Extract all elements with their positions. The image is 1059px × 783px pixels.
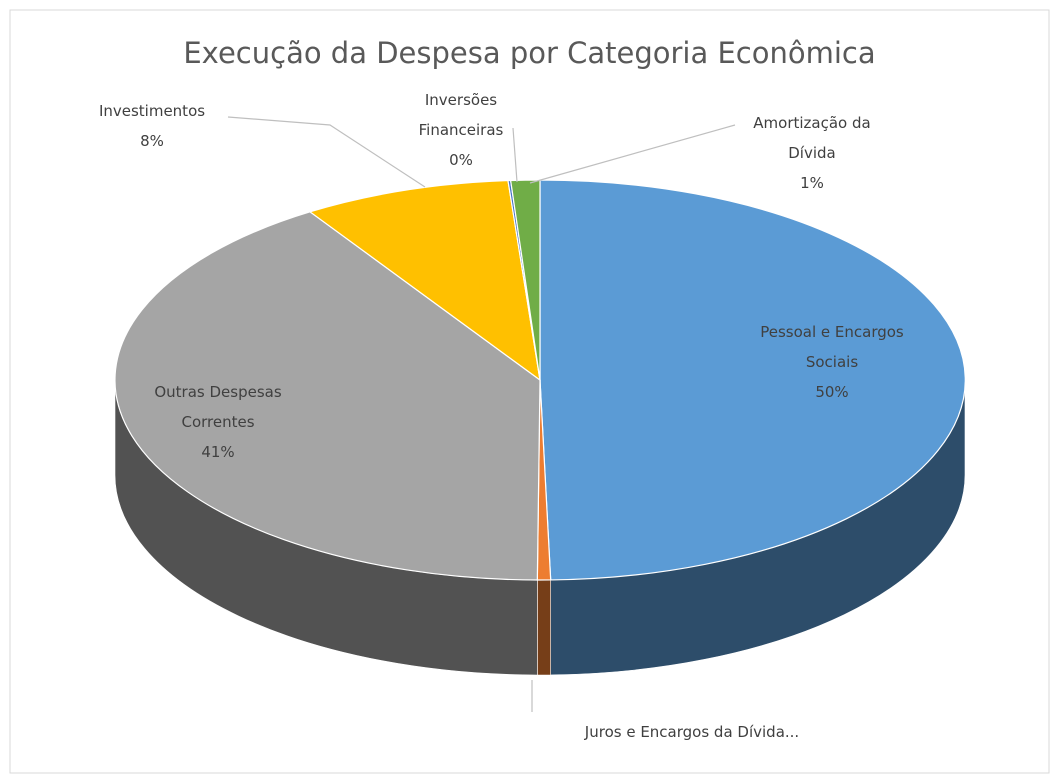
data-label: Amortização da Dívida 1% [742,108,882,198]
data-label: Outras Despesas Correntes 41% [138,377,298,467]
value-label: 41% [201,443,235,461]
leader-line [529,124,736,184]
value-label: 0% [449,151,473,169]
category-label: Investimentos [98,102,206,120]
value-label: 50% [815,383,849,401]
data-label: Investimentos 8% [82,96,222,156]
category-label: Amortização da Dívida [753,114,871,162]
leader-lines [227,116,736,712]
data-label: Pessoal e Encargos Sociais 50% [745,317,920,407]
pie [114,179,966,676]
leader-line [512,127,518,183]
value-label: 8% [140,132,164,150]
chart-title: Execução da Despesa por Categoria Econôm… [183,36,876,70]
data-label: Inversões Financeiras 0% [406,85,516,175]
leader-line [227,116,426,188]
category-label: Inversões Financeiras [418,91,504,139]
category-label: Outras Despesas Correntes [154,383,282,431]
slice [114,211,541,581]
category-label: Pessoal e Encargos Sociais [760,323,904,371]
data-label: Juros e Encargos da Dívida... [532,717,852,747]
slice [308,179,541,382]
slice [539,179,966,581]
value-label: 1% [800,174,824,192]
category-label: Juros e Encargos da Dívida... [584,723,800,741]
slice-side-shade [537,579,551,676]
